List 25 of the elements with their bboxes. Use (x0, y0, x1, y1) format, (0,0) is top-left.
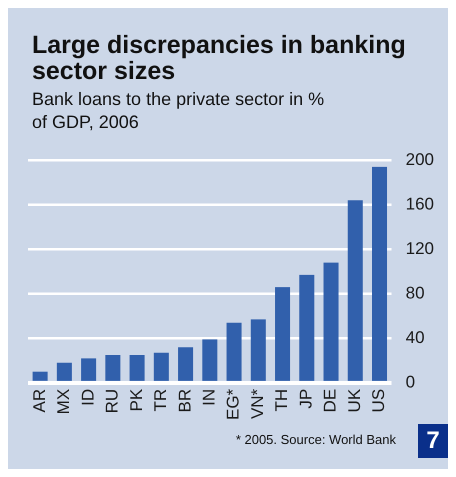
y-tick-label: 0 (406, 372, 416, 392)
x-tick-label: MX (54, 388, 74, 414)
x-tick-label: EG* (224, 388, 243, 420)
x-tick-label: TH (272, 388, 292, 412)
x-tick-label: AR (30, 388, 49, 412)
x-tick-label: JP (296, 388, 316, 409)
x-tick-label: TR (151, 388, 170, 412)
x-tick-label: IN (200, 388, 219, 406)
chart-subtitle: Bank loans to the private sector in % of GDP, 2006 (32, 88, 326, 134)
x-tick-label: BR (175, 388, 194, 412)
y-tick-label: 40 (406, 328, 425, 347)
y-tick-label: 160 (406, 194, 434, 214)
x-tick-label: UK (344, 388, 364, 412)
x-tick-label: VN* (248, 388, 267, 420)
text: * 2005. Source: World Bank (236, 432, 396, 447)
y-tick-label: 120 (406, 238, 434, 258)
x-tick-label: PK (126, 388, 146, 412)
y-tick-label: 200 (406, 150, 434, 169)
x-tick-label: ID (78, 388, 98, 406)
y-tick-label: 80 (406, 283, 425, 302)
x-tick-label: DE (320, 388, 340, 412)
x-tick-label: US (369, 388, 388, 412)
chart-title: Large discrepancies in banking sector sizes (32, 31, 407, 85)
x-tick-label: RU (102, 388, 122, 414)
text: 7 (418, 424, 448, 458)
